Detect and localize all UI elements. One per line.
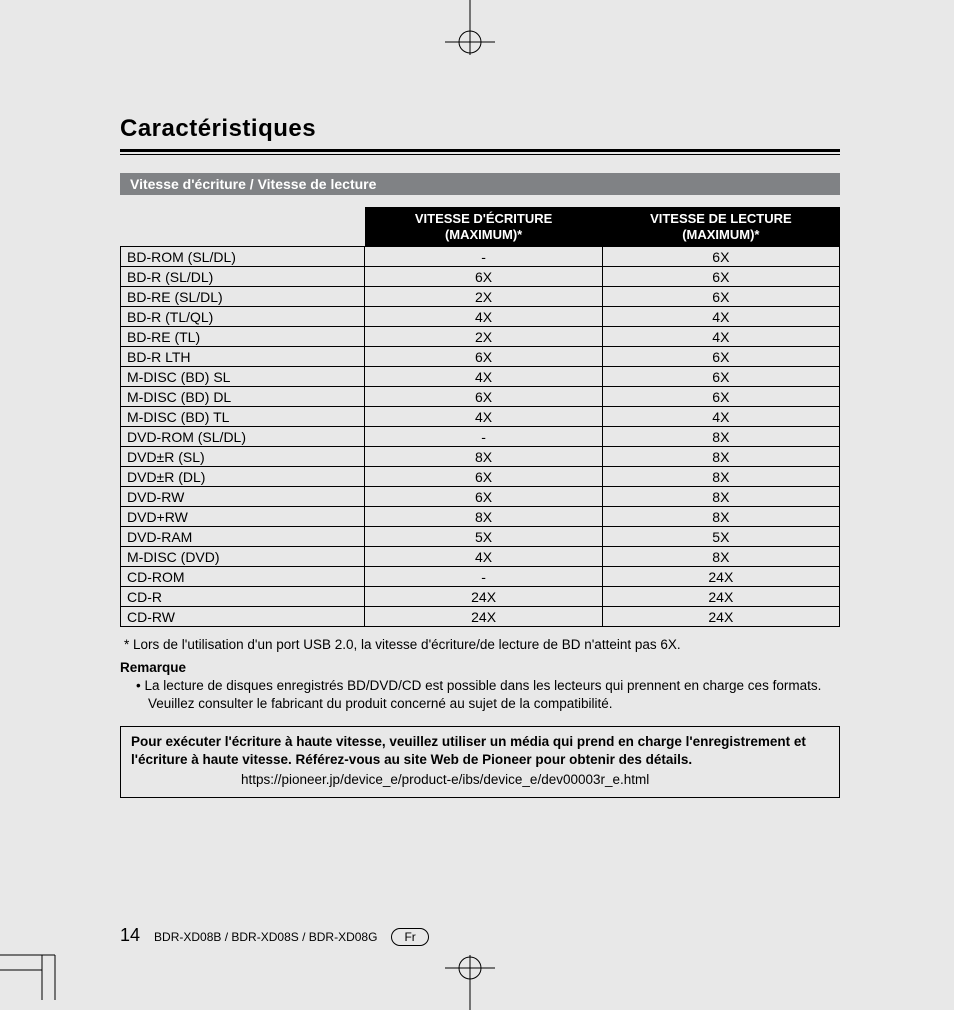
table-cell-write: 24X: [365, 607, 602, 627]
table-cell-read: 24X: [602, 567, 839, 587]
table-cell-read: 8X: [602, 447, 839, 467]
table-cell-read: 6X: [602, 287, 839, 307]
table-header-blank: [121, 207, 365, 247]
table-cell-read: 6X: [602, 387, 839, 407]
table-cell-write: 4X: [365, 407, 602, 427]
table-row: BD-RE (SL/DL)2X6X: [121, 287, 840, 307]
table-cell-write: 6X: [365, 487, 602, 507]
table-cell-read: 4X: [602, 327, 839, 347]
table-row: CD-RW24X24X: [121, 607, 840, 627]
info-box-text: Pour exécuter l'écriture à haute vitesse…: [131, 733, 829, 769]
table-cell-write: 6X: [365, 267, 602, 287]
table-cell-write: -: [365, 427, 602, 447]
table-row: M-DISC (BD) SL4X6X: [121, 367, 840, 387]
table-cell-read: 24X: [602, 607, 839, 627]
table-cell-write: 8X: [365, 447, 602, 467]
table-cell-read: 8X: [602, 427, 839, 447]
table-cell-read: 8X: [602, 507, 839, 527]
table-cell-read: 4X: [602, 407, 839, 427]
table-cell-label: BD-RE (TL): [121, 327, 365, 347]
table-cell-label: DVD±R (DL): [121, 467, 365, 487]
table-cell-write: 4X: [365, 547, 602, 567]
table-row: DVD-ROM (SL/DL)-8X: [121, 427, 840, 447]
table-cell-read: 6X: [602, 267, 839, 287]
table-cell-label: DVD±R (SL): [121, 447, 365, 467]
table-cell-label: CD-ROM: [121, 567, 365, 587]
table-cell-write: 6X: [365, 347, 602, 367]
table-cell-write: -: [365, 247, 602, 267]
table-cell-read: 4X: [602, 307, 839, 327]
table-cell-label: BD-RE (SL/DL): [121, 287, 365, 307]
table-cell-read: 6X: [602, 367, 839, 387]
table-cell-label: DVD-RW: [121, 487, 365, 507]
table-cell-write: 4X: [365, 307, 602, 327]
page-number: 14: [120, 925, 140, 946]
table-row: DVD±R (SL)8X8X: [121, 447, 840, 467]
table-cell-label: M-DISC (DVD): [121, 547, 365, 567]
page-title: Caractéristiques: [120, 115, 840, 143]
table-cell-read: 6X: [602, 347, 839, 367]
table-row: BD-R LTH6X6X: [121, 347, 840, 367]
table-cell-write: 2X: [365, 287, 602, 307]
table-cell-label: DVD-RAM: [121, 527, 365, 547]
table-row: M-DISC (DVD)4X8X: [121, 547, 840, 567]
spec-table: VITESSE D'ÉCRITURE (MAXIMUM)* VITESSE DE…: [120, 207, 840, 627]
table-cell-read: 8X: [602, 547, 839, 567]
document-page: Caractéristiques Vitesse d'écriture / Vi…: [120, 115, 840, 798]
remark-label: Remarque: [120, 660, 840, 675]
table-cell-label: M-DISC (BD) SL: [121, 367, 365, 387]
table-row: DVD-RAM5X5X: [121, 527, 840, 547]
table-cell-label: BD-ROM (SL/DL): [121, 247, 365, 267]
table-cell-read: 5X: [602, 527, 839, 547]
table-row: CD-R24X24X: [121, 587, 840, 607]
table-cell-write: 2X: [365, 327, 602, 347]
table-row: DVD±R (DL)6X8X: [121, 467, 840, 487]
table-cell-label: DVD-ROM (SL/DL): [121, 427, 365, 447]
footnote: * Lors de l'utilisation d'un port USB 2.…: [120, 637, 840, 652]
info-box: Pour exécuter l'écriture à haute vitesse…: [120, 726, 840, 799]
table-cell-write: 6X: [365, 467, 602, 487]
table-cell-read: 6X: [602, 247, 839, 267]
table-cell-label: M-DISC (BD) DL: [121, 387, 365, 407]
table-row: BD-R (TL/QL)4X4X: [121, 307, 840, 327]
remark-body: • La lecture de disques enregistrés BD/D…: [120, 677, 840, 713]
section-header: Vitesse d'écriture / Vitesse de lecture: [120, 173, 840, 195]
table-cell-label: BD-R (SL/DL): [121, 267, 365, 287]
table-cell-label: BD-R (TL/QL): [121, 307, 365, 327]
table-cell-write: 8X: [365, 507, 602, 527]
table-row: BD-ROM (SL/DL)-6X: [121, 247, 840, 267]
table-cell-write: 24X: [365, 587, 602, 607]
title-rule: [120, 149, 840, 155]
table-row: M-DISC (BD) DL6X6X: [121, 387, 840, 407]
info-box-url: https://pioneer.jp/device_e/product-e/ib…: [131, 771, 829, 789]
table-row: DVD+RW8X8X: [121, 507, 840, 527]
table-header-write: VITESSE D'ÉCRITURE (MAXIMUM)*: [365, 207, 602, 247]
table-header-row: VITESSE D'ÉCRITURE (MAXIMUM)* VITESSE DE…: [121, 207, 840, 247]
table-cell-write: 4X: [365, 367, 602, 387]
table-cell-label: CD-R: [121, 587, 365, 607]
table-cell-read: 8X: [602, 467, 839, 487]
language-pill: Fr: [391, 928, 428, 946]
table-cell-write: 6X: [365, 387, 602, 407]
table-cell-label: BD-R LTH: [121, 347, 365, 367]
table-cell-write: -: [365, 567, 602, 587]
model-numbers: BDR-XD08B / BDR-XD08S / BDR-XD08G: [154, 930, 377, 944]
table-cell-read: 8X: [602, 487, 839, 507]
page-footer: 14 BDR-XD08B / BDR-XD08S / BDR-XD08G Fr: [120, 925, 840, 946]
table-cell-read: 24X: [602, 587, 839, 607]
table-cell-label: M-DISC (BD) TL: [121, 407, 365, 427]
table-row: BD-R (SL/DL)6X6X: [121, 267, 840, 287]
table-cell-write: 5X: [365, 527, 602, 547]
table-cell-label: CD-RW: [121, 607, 365, 627]
table-row: CD-ROM-24X: [121, 567, 840, 587]
table-cell-label: DVD+RW: [121, 507, 365, 527]
table-header-read: VITESSE DE LECTURE (MAXIMUM)*: [602, 207, 839, 247]
table-row: DVD-RW6X8X: [121, 487, 840, 507]
table-row: M-DISC (BD) TL4X4X: [121, 407, 840, 427]
table-row: BD-RE (TL)2X4X: [121, 327, 840, 347]
